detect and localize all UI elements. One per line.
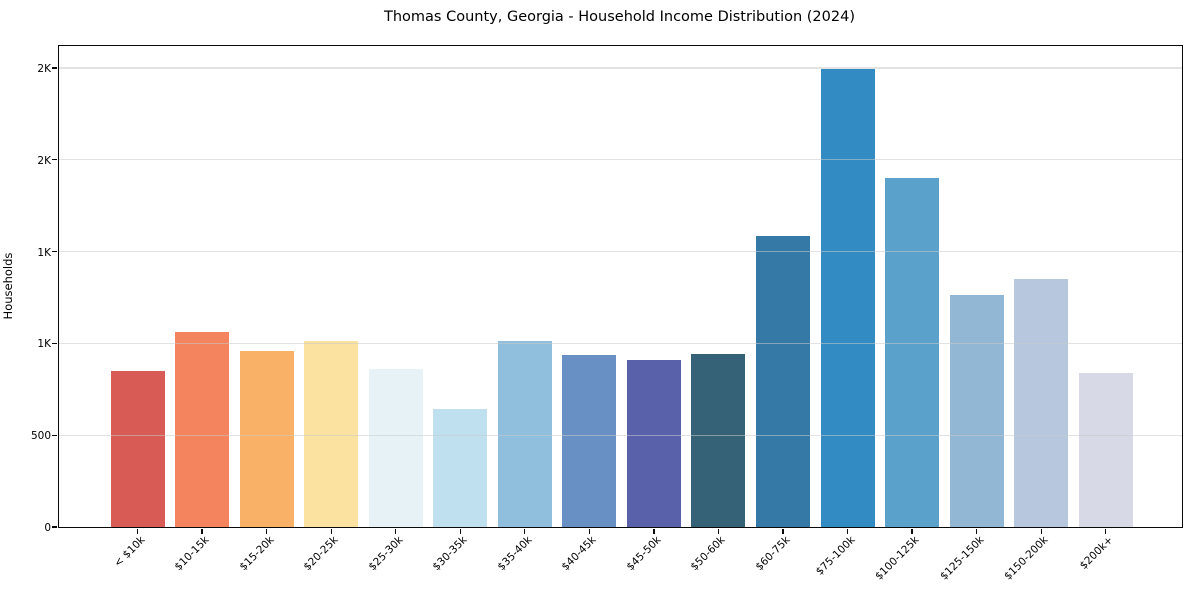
gridline-2000 xyxy=(59,159,1182,161)
y-tick-mark-1500 xyxy=(52,250,57,253)
y-tick-mark-500 xyxy=(52,434,57,436)
x-tick-mark-$150-200k xyxy=(1040,529,1042,534)
bar-$35-40k xyxy=(497,340,552,527)
bar-$125-150k xyxy=(949,294,1004,527)
bar-$30-35k xyxy=(433,408,488,527)
x-tick-label-$35-40k: $35-40k xyxy=(495,534,535,574)
y-tick-label-1500: 1K xyxy=(37,246,51,259)
plot-area: 0 500 1K 1K 2K 2K xyxy=(31,45,1183,534)
x-tick-mark-$60-75k xyxy=(782,529,784,534)
bar-$150-200k xyxy=(1014,279,1069,527)
x-tick-label-< $10k: < $10k xyxy=(111,534,147,570)
bar-$60-75k xyxy=(756,236,810,527)
chart-title: Thomas County, Georgia - Household Incom… xyxy=(384,9,855,25)
gridline-1000 xyxy=(59,342,1182,345)
y-tick-mark-1000 xyxy=(52,342,57,345)
x-tick-mark-$45-50k xyxy=(653,529,655,534)
y-tick-label-500: 500 xyxy=(30,430,51,443)
x-tick-mark-$200k+ xyxy=(1105,529,1107,534)
x-tick-label-$75-100k: $75-100k xyxy=(813,534,858,578)
bar-$40-45k xyxy=(562,355,617,527)
bar-$10-15k xyxy=(175,332,230,527)
x-tick-label-$40-45k: $40-45k xyxy=(559,534,599,574)
y-tick-mark-0 xyxy=(52,526,57,528)
x-tick-mark-$30-35k xyxy=(459,529,461,534)
x-tick-mark-$50-60k xyxy=(717,529,720,534)
x-tick-mark-$15-20k xyxy=(265,529,268,534)
y-axis-label: Households xyxy=(1,252,15,320)
bar-$45-50k xyxy=(626,359,681,527)
bar-$20-25k xyxy=(304,340,359,527)
bar-< $10k xyxy=(110,370,165,527)
y-tick-label-0: 0 xyxy=(44,522,51,534)
y-tick-mark-2000 xyxy=(52,159,57,161)
bar-$50-60k xyxy=(691,354,746,527)
bar-$100-125k xyxy=(885,178,940,527)
gridline-500 xyxy=(59,434,1182,436)
gridline-2500 xyxy=(59,67,1182,69)
x-tick-label-$25-30k: $25-30k xyxy=(366,534,406,574)
x-tick-mark-$35-40k xyxy=(524,529,526,534)
y-tick-mark-2500 xyxy=(52,67,57,69)
x-tick-label-$200k+: $200k+ xyxy=(1077,534,1116,572)
x-tick-mark-$75-100k xyxy=(846,529,849,534)
x-tick-label-$45-50k: $45-50k xyxy=(624,534,664,574)
x-tick-mark-$125-150k xyxy=(976,529,978,534)
x-tick-mark-$20-25k xyxy=(330,529,332,534)
bar-$15-20k xyxy=(239,350,294,527)
bar-$200k+ xyxy=(1078,372,1133,527)
x-tick-mark-$10-15k xyxy=(201,529,203,534)
x-tick-mark-< $10k xyxy=(136,529,139,534)
x-tick-label-$50-60k: $50-60k xyxy=(688,534,728,574)
x-tick-label-$125-150k: $125-150k xyxy=(937,534,987,583)
bar-$25-30k xyxy=(368,369,423,527)
y-tick-label-2500: 2K xyxy=(37,63,51,76)
x-tick-mark-$40-45k xyxy=(588,529,590,534)
bar-$75-100k xyxy=(820,68,875,527)
x-tick-label-$15-20k: $15-20k xyxy=(236,534,277,574)
x-tick-mark-$25-30k xyxy=(395,529,397,534)
gridline-1500 xyxy=(59,251,1182,253)
x-tick-mark-$100-125k xyxy=(911,529,913,534)
y-tick-label-2000: 2K xyxy=(37,154,51,167)
y-tick-label-1000: 1K xyxy=(37,338,51,351)
